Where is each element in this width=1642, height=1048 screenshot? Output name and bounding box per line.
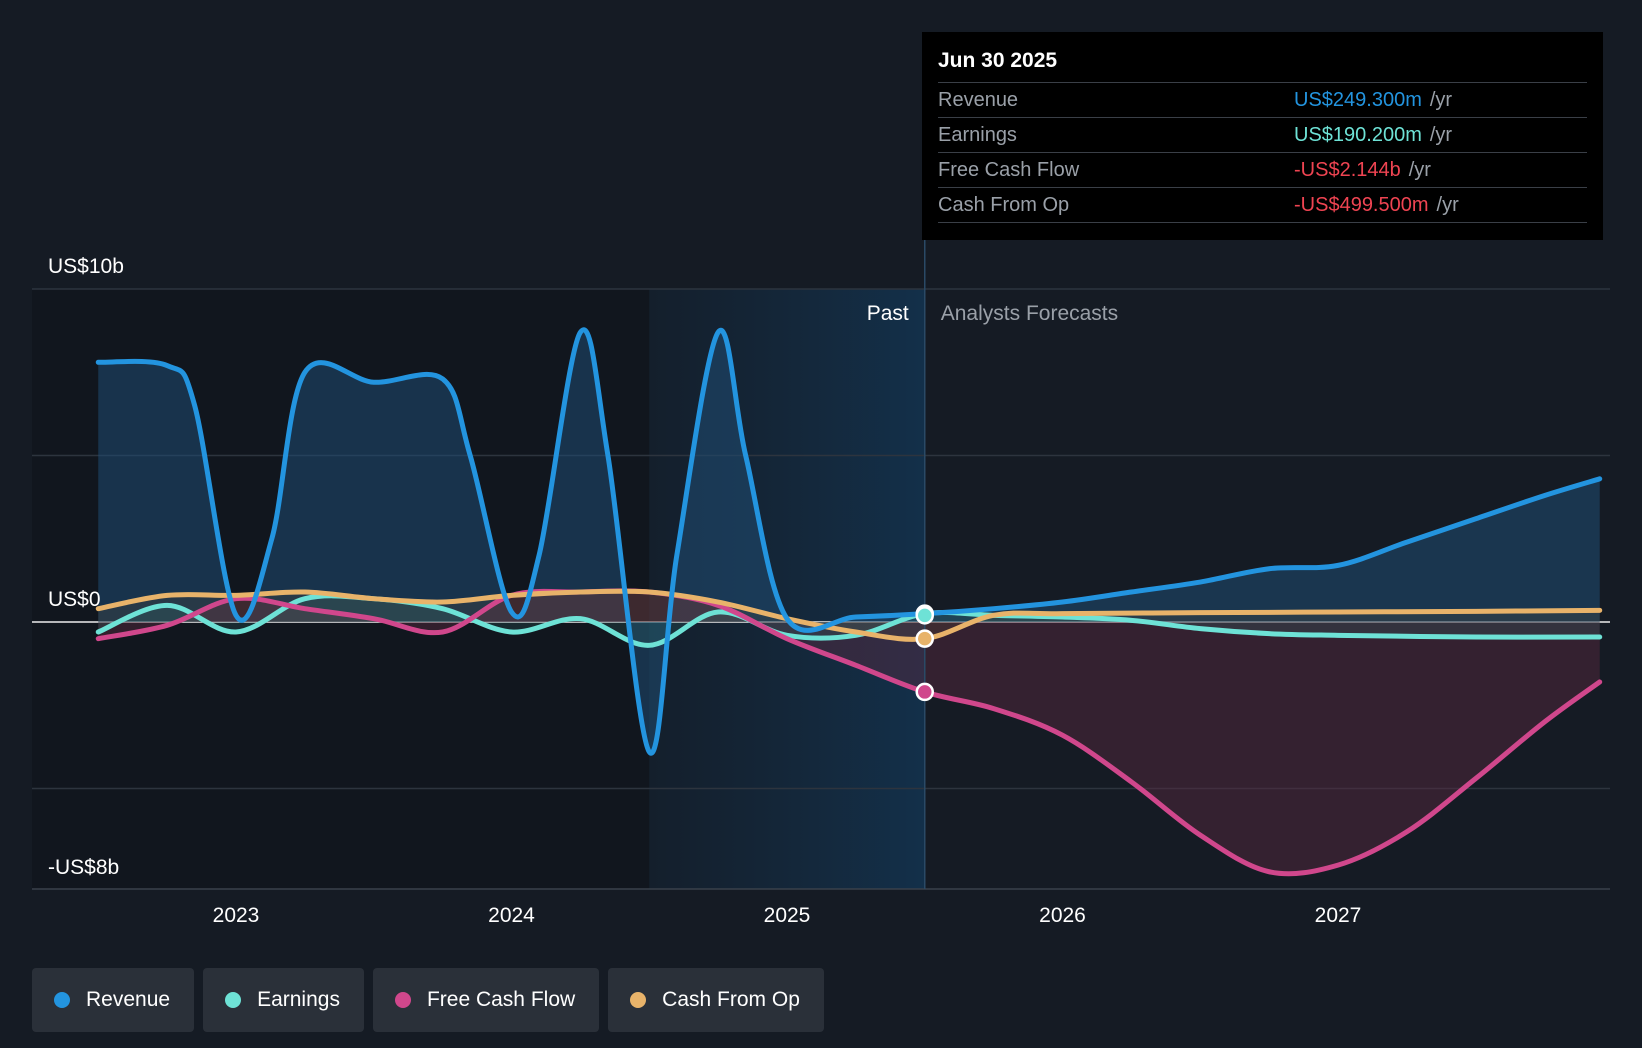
earnings-line — [95, 593, 1603, 648]
revenue-line — [95, 327, 1603, 756]
x-tick-label: 2025 — [764, 904, 811, 927]
tooltip-value: US$249.300m — [1294, 89, 1422, 111]
y-tick-label: -US$8b — [48, 856, 119, 879]
tooltip-label: Free Cash Flow — [938, 159, 1080, 181]
legend-label: Revenue — [86, 988, 171, 1011]
past-label: Past — [867, 302, 909, 325]
tooltip-row-cfo: Cash From Op -US$499.500m /yr — [938, 188, 1587, 223]
y-tick-label: US$10b — [48, 255, 124, 278]
tooltip-date: Jun 30 2025 — [938, 46, 1587, 83]
forecast-label: Analysts Forecasts — [941, 302, 1118, 325]
legend-item-cash-from-op[interactable]: Cash From Op — [608, 968, 824, 1032]
cfo-area — [98, 591, 1600, 640]
tooltip-label: Cash From Op — [938, 194, 1070, 216]
x-tick-label: 2024 — [488, 904, 535, 927]
tooltip: Jun 30 2025 Revenue US$249.300m /yr Earn… — [922, 32, 1603, 240]
tooltip-label: Earnings — [938, 124, 1017, 146]
legend-item-revenue[interactable]: Revenue — [32, 968, 195, 1032]
tooltip-unit: /yr — [1436, 194, 1459, 216]
y-axis-labels: US$10b US$0 -US$8b — [48, 255, 124, 879]
legend-label: Cash From Op — [662, 988, 800, 1011]
revenue-area — [98, 329, 1600, 754]
legend-dot-icon — [394, 992, 411, 1008]
fcf-area — [98, 590, 1600, 874]
tooltip-row-earnings: Earnings US$190.200m /yr — [938, 118, 1587, 153]
legend-item-earnings[interactable]: Earnings — [203, 968, 364, 1032]
legend-dot-icon — [225, 992, 242, 1008]
cfo-marker — [915, 629, 934, 648]
series-lines — [95, 327, 1603, 877]
tooltip-unit: /yr — [1429, 124, 1453, 146]
earnings-marker — [915, 606, 934, 625]
fcf-marker — [915, 682, 934, 702]
x-tick-label: 2026 — [1039, 904, 1086, 927]
tooltip-row-fcf: Free Cash Flow -US$2.144b /yr — [938, 153, 1587, 188]
x-tick-label: 2023 — [213, 904, 260, 927]
tooltip-markers — [915, 604, 934, 702]
tooltip-value: US$190.200m — [1294, 124, 1422, 146]
tooltip-unit: /yr — [1429, 89, 1453, 111]
fcf-line — [95, 588, 1603, 877]
tooltip-value: -US$2.144b — [1294, 159, 1401, 181]
legend-dot-icon — [54, 992, 70, 1008]
x-axis-labels: 2023 2024 2025 2026 2027 — [213, 904, 1362, 927]
tooltip-value: -US$499.500m — [1294, 194, 1429, 216]
cfo-line — [95, 588, 1603, 642]
x-tick-label: 2027 — [1315, 904, 1362, 927]
tooltip-row-revenue: Revenue US$249.300m /yr — [938, 83, 1587, 118]
legend-label: Free Cash Flow — [426, 988, 576, 1011]
legend-label: Earnings — [257, 988, 340, 1011]
tooltip-unit: /yr — [1408, 159, 1431, 181]
tooltip-label: Revenue — [938, 89, 1019, 111]
y-tick-label: US$0 — [48, 588, 101, 611]
legend-item-free-cash-flow[interactable]: Free Cash Flow — [372, 968, 600, 1032]
legend-dot-icon — [630, 992, 647, 1008]
legend: Revenue Earnings Free Cash Flow Cash Fro… — [32, 968, 824, 1032]
